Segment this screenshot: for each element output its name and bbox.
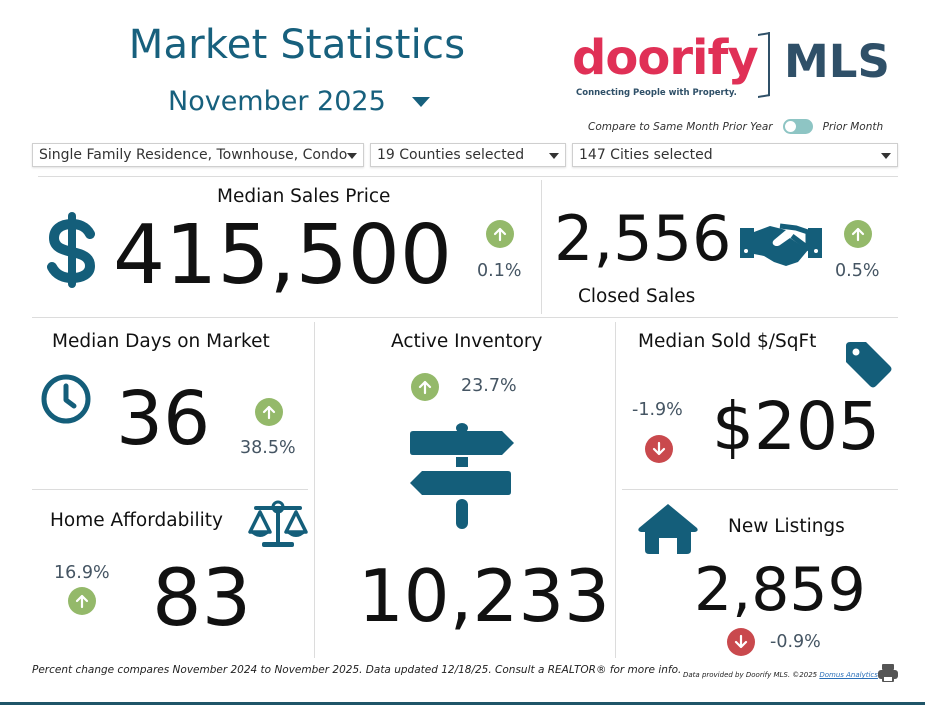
- arrow-up-icon: [255, 398, 283, 426]
- affordability-label: Home Affordability: [50, 510, 223, 531]
- bottom-border: [0, 702, 925, 705]
- new-listings-value: 2,859: [694, 555, 866, 625]
- data-source: Data provided by Doorify MLS. ©2025 Domu…: [683, 671, 885, 679]
- median-sales-price-value: 415,500: [113, 208, 453, 303]
- median-dom-value: 36: [116, 376, 211, 462]
- price-tag-icon: [842, 338, 894, 390]
- median-sqft-change: -1.9%: [632, 400, 683, 420]
- door-icon: [758, 31, 770, 99]
- compare-toggle-row: Compare to Same Month Prior Year Prior M…: [588, 119, 883, 134]
- month-selector[interactable]: November 2025: [168, 86, 430, 117]
- divider: [32, 489, 308, 490]
- data-source-text: Data provided by Doorify MLS. ©2025: [683, 671, 820, 679]
- cities-select[interactable]: 147 Cities selected: [572, 143, 898, 167]
- compare-toggle[interactable]: [782, 119, 813, 134]
- affordability-change: 16.9%: [54, 563, 110, 583]
- arrow-up-icon: [844, 220, 872, 248]
- closed-sales-change: 0.5%: [835, 261, 880, 281]
- arrow-up-icon: [411, 373, 439, 401]
- new-listings-change: -0.9%: [770, 632, 821, 652]
- median-sqft-value: $205: [712, 388, 880, 465]
- active-inventory-label: Active Inventory: [391, 331, 543, 352]
- arrow-down-icon: [727, 628, 755, 656]
- divider: [32, 317, 898, 318]
- dollar-icon: [46, 212, 98, 288]
- closed-sales-value: 2,556: [554, 202, 732, 275]
- caret-down-icon[interactable]: [411, 96, 430, 107]
- median-sqft-label: Median Sold $/SqFt: [638, 331, 817, 352]
- divider: [38, 176, 898, 177]
- logo-tagline: Connecting People with Property.: [576, 88, 737, 98]
- house-icon: [637, 502, 699, 554]
- arrow-up-icon: [68, 587, 96, 615]
- divider: [541, 180, 542, 314]
- page-title: Market Statistics: [128, 22, 466, 68]
- toggle-left-label: Compare to Same Month Prior Year: [588, 120, 773, 133]
- doorify-mls-logo: doorify MLS Connecting People with Prope…: [572, 30, 902, 100]
- counties-value: 19 Counties selected: [377, 147, 525, 163]
- logo-suffix: MLS: [784, 35, 890, 88]
- month-label: November 2025: [168, 86, 386, 117]
- toggle-knob: [784, 121, 796, 132]
- cities-value: 147 Cities selected: [579, 147, 713, 163]
- signpost-icon: [408, 423, 516, 531]
- counties-select[interactable]: 19 Counties selected: [370, 143, 566, 167]
- clock-icon: [40, 373, 92, 425]
- median-dom-label: Median Days on Market: [52, 331, 270, 352]
- caret-down-icon: [549, 153, 559, 159]
- arrow-down-icon: [645, 435, 673, 463]
- active-inventory-change: 23.7%: [461, 376, 517, 396]
- active-inventory-value: 10,233: [358, 554, 610, 638]
- median-sales-price-label: Median Sales Price: [217, 186, 391, 207]
- divider: [622, 489, 898, 490]
- median-sales-price-change: 0.1%: [477, 261, 522, 281]
- property-type-value: Single Family Residence, Townhouse, Cond…: [39, 147, 347, 163]
- divider: [314, 322, 315, 658]
- affordability-value: 83: [152, 554, 252, 644]
- property-type-select[interactable]: Single Family Residence, Townhouse, Cond…: [32, 143, 364, 167]
- toggle-right-label: Prior Month: [822, 120, 884, 133]
- printer-icon[interactable]: [877, 662, 899, 684]
- handshake-icon: [740, 218, 822, 270]
- closed-sales-label: Closed Sales: [578, 286, 696, 307]
- divider: [615, 322, 616, 658]
- caret-down-icon: [881, 153, 891, 159]
- median-dom-change: 38.5%: [240, 438, 296, 458]
- logo-brand: doorify: [572, 30, 759, 86]
- scale-icon: [248, 500, 308, 550]
- new-listings-label: New Listings: [728, 516, 845, 537]
- domus-analytics-link[interactable]: Domus Analytics: [819, 671, 878, 679]
- footer-note: Percent change compares November 2024 to…: [32, 664, 682, 676]
- caret-down-icon: [347, 153, 357, 159]
- arrow-up-icon: [486, 220, 514, 248]
